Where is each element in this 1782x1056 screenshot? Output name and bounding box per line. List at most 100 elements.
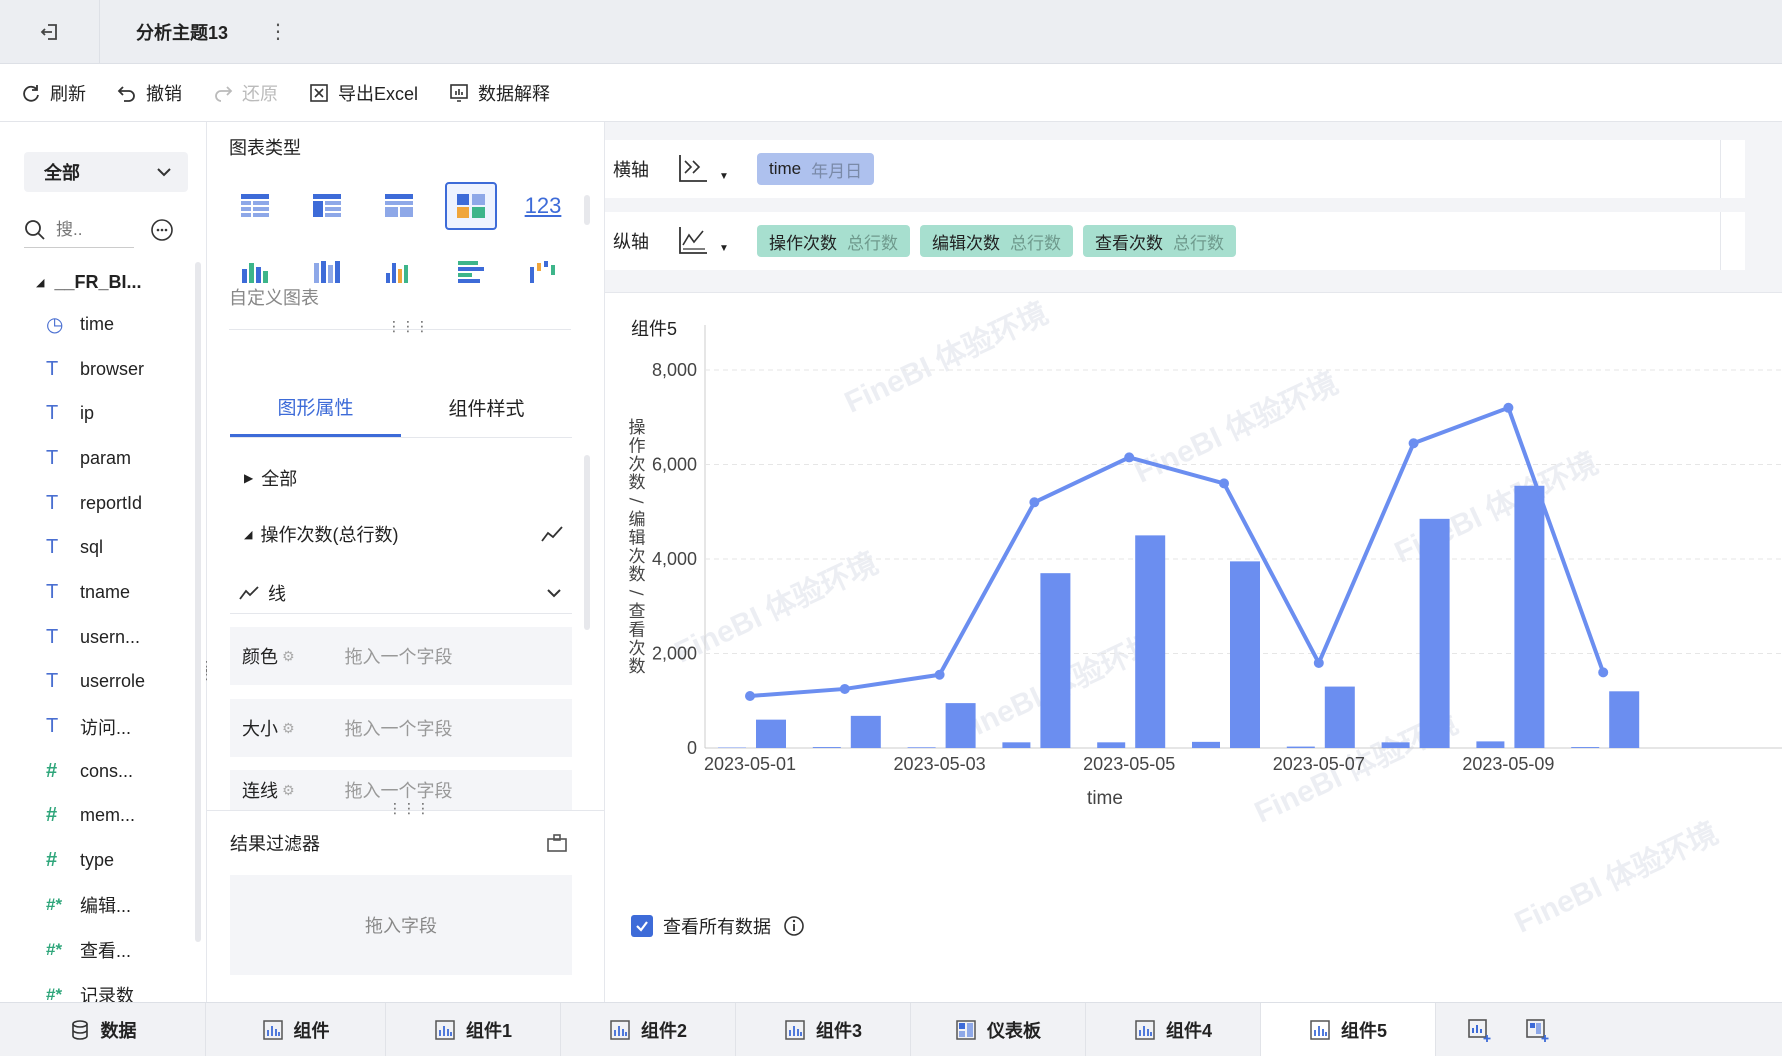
y-axis-label-char: 编 xyxy=(629,510,646,530)
color-drop-zone[interactable]: 颜色 ⚙ 拖入一个字段 xyxy=(230,627,572,685)
chevron-down-icon xyxy=(547,588,561,597)
search-input[interactable] xyxy=(56,219,126,240)
field-item[interactable]: # mem... xyxy=(36,794,196,839)
bottom-tab[interactable]: 数据 xyxy=(0,1002,206,1056)
connect-drop-zone[interactable]: 连线 ⚙ 拖入一个字段 xyxy=(230,770,572,810)
chart-type-grouped-bar[interactable] xyxy=(229,248,281,296)
line-point xyxy=(1313,657,1324,668)
field-item[interactable]: ◷ time xyxy=(36,302,196,347)
chart-type-group-table[interactable] xyxy=(301,182,353,230)
chart-type-title: 图表类型 xyxy=(229,138,301,158)
field-item[interactable]: # cons... xyxy=(36,749,196,794)
field-pill[interactable]: 操作次数 总行数 xyxy=(757,225,910,257)
size-drop-zone[interactable]: 大小 ⚙ 拖入一个字段 xyxy=(230,699,572,757)
bottom-tab[interactable]: 仪表板 xyxy=(911,1002,1086,1056)
data-explain-button[interactable]: 数据解释 xyxy=(448,80,550,106)
bar-edit-count xyxy=(1381,742,1410,748)
filter-add-icon[interactable] xyxy=(546,832,568,854)
chart-type-custom[interactable] xyxy=(445,182,497,230)
redo-button[interactable]: 还原 xyxy=(212,80,278,106)
color-settings-icon[interactable]: ⚙ xyxy=(282,647,295,664)
x-tick-label: 2023-05-07 xyxy=(1273,754,1365,774)
scope-select[interactable]: 全部 xyxy=(24,152,188,192)
more-options-icon[interactable] xyxy=(150,218,174,242)
chart-type-scrollbar[interactable] xyxy=(584,195,590,225)
field-item[interactable]: #* 查看... xyxy=(36,928,196,973)
connect-settings-icon[interactable]: ⚙ xyxy=(282,781,295,798)
filter-drop-zone[interactable]: 拖入字段 xyxy=(230,875,572,975)
mark-type-select[interactable]: 线 xyxy=(230,572,572,614)
field-scrollbar[interactable] xyxy=(195,262,201,942)
tab-component-style[interactable]: 组件样式 xyxy=(448,399,525,420)
field-pill[interactable]: 编辑次数 总行数 xyxy=(920,225,1073,257)
y-axis-drop-zone[interactable]: 操作次数 总行数 编辑次数 总行数 查看次数 总行数 xyxy=(749,212,1745,270)
x-axis-drop-zone[interactable]: time 年月日 xyxy=(749,140,1745,198)
caret-down-icon: ▼ xyxy=(719,243,729,254)
exit-button[interactable] xyxy=(0,0,100,64)
export-excel-button[interactable]: 导出Excel xyxy=(308,80,418,106)
view-all-checkbox[interactable] xyxy=(631,915,653,937)
property-scrollbar[interactable] xyxy=(584,455,590,630)
x-tick-label: 2023-05-05 xyxy=(1083,754,1175,774)
scope-value: 全部 xyxy=(44,163,80,183)
chart-type-table[interactable] xyxy=(229,182,281,230)
field-item[interactable]: T 访问... xyxy=(36,704,196,749)
all-node[interactable]: ▶ 全部 xyxy=(230,458,572,498)
y-axis-type-button[interactable]: ▼ xyxy=(677,225,749,257)
table-node[interactable]: ◢ __FR_BI... xyxy=(36,262,196,302)
bottom-tab[interactable]: 组件5 xyxy=(1261,1002,1436,1056)
chart-type-stacked-bar[interactable] xyxy=(301,248,353,296)
color-drop-placeholder: 拖入一个字段 xyxy=(344,647,453,667)
bottom-tab[interactable]: 组件 xyxy=(206,1002,386,1056)
chart-type-horizontal-bar[interactable] xyxy=(445,248,497,296)
chart-type-kpi[interactable]: 123 xyxy=(517,182,569,230)
bottom-tab-label: 组件5 xyxy=(1340,1020,1387,1041)
bottom-tab[interactable]: 组件2 xyxy=(561,1002,736,1056)
y-axis-label-char: 操 xyxy=(629,418,646,438)
field-item[interactable]: #* 记录数 xyxy=(36,972,196,1017)
field-pill[interactable]: time 年月日 xyxy=(757,153,875,185)
drag-handle-icon[interactable]: ⋮⋮⋮ xyxy=(387,318,429,334)
group-table-icon xyxy=(313,194,341,217)
y-axis-label-char: 数 xyxy=(629,657,646,677)
field-pill[interactable]: 查看次数 总行数 xyxy=(1083,225,1236,257)
tab-graph-property[interactable]: 图形属性 xyxy=(230,378,401,437)
chart-type-waterfall[interactable] xyxy=(517,248,569,296)
caret-down-icon: ◢ xyxy=(244,528,253,541)
y-axis-shelf-action[interactable] xyxy=(1720,212,1745,270)
bottom-tab[interactable]: 组件3 xyxy=(736,1002,911,1056)
drag-handle-icon[interactable]: ⋮⋮⋮ xyxy=(388,800,430,816)
undo-button[interactable]: 撤销 xyxy=(116,80,182,106)
more-icon[interactable]: ⋮ xyxy=(268,21,289,43)
x-axis-shelf-action[interactable] xyxy=(1720,140,1745,198)
series-node[interactable]: ◢ 操作次数(总行数) xyxy=(230,514,572,554)
redo-label: 还原 xyxy=(242,83,278,104)
x-axis-type-button[interactable]: ▼ xyxy=(677,153,749,185)
field-label: ip xyxy=(80,403,95,424)
chart-type-bar[interactable] xyxy=(373,248,425,296)
line-chart-icon[interactable] xyxy=(540,523,564,545)
y-axis-label-char: 看 xyxy=(629,620,646,640)
add-component-icon[interactable] xyxy=(1466,1017,1492,1043)
refresh-button[interactable]: 刷新 xyxy=(20,80,86,106)
chevron-down-icon xyxy=(157,168,171,177)
info-icon[interactable] xyxy=(783,915,805,937)
add-dashboard-icon[interactable] xyxy=(1524,1017,1550,1043)
bottom-tab[interactable]: 组件4 xyxy=(1086,1002,1261,1056)
size-settings-icon[interactable]: ⚙ xyxy=(282,719,295,736)
chart-icon xyxy=(435,1019,455,1040)
search-icon xyxy=(25,219,45,240)
chart-type-cross-table[interactable] xyxy=(373,182,425,230)
calc-number-icon: #* xyxy=(46,939,63,959)
field-item[interactable]: #* 编辑... xyxy=(36,883,196,928)
bottom-tab[interactable]: 组件1 xyxy=(386,1002,561,1056)
field-item[interactable]: # type xyxy=(36,838,196,883)
